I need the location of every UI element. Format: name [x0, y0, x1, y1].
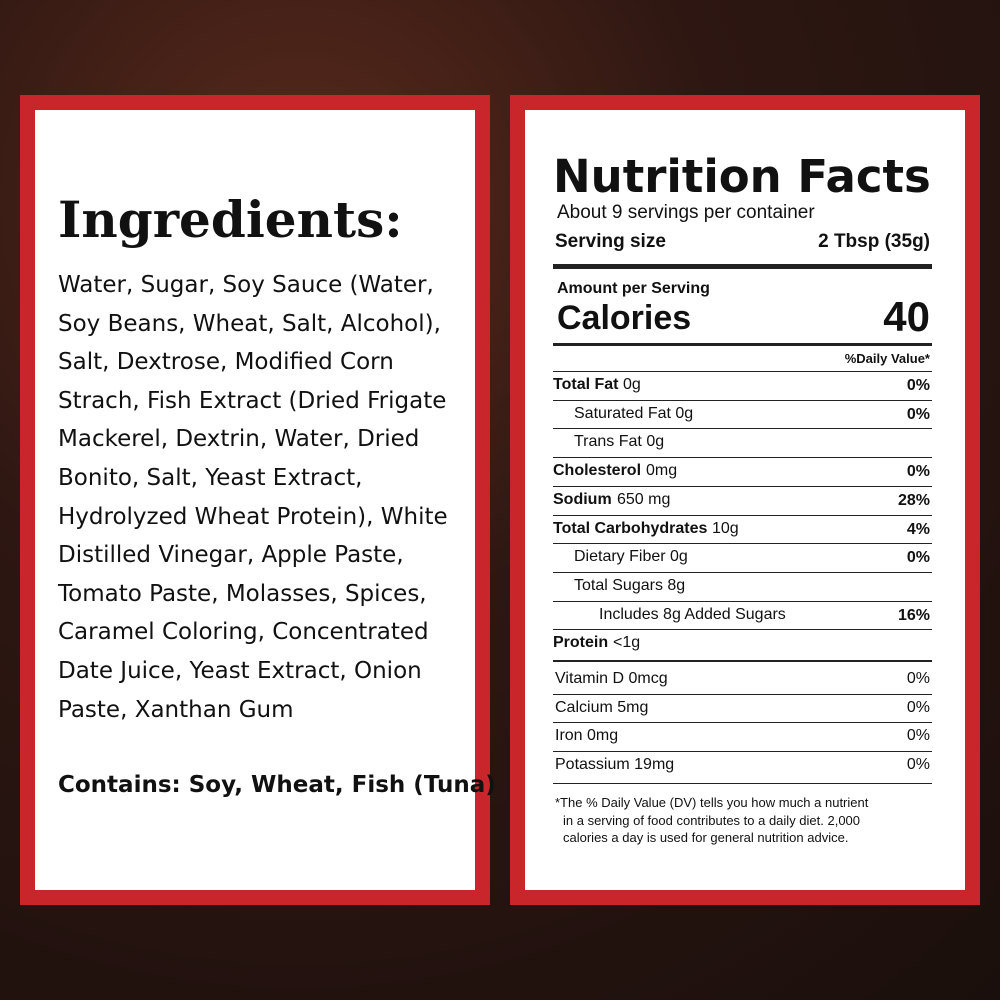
- rule: [553, 514, 932, 516]
- nutrient-dv: 0%: [906, 405, 930, 423]
- ingredients-line: Date Juice, Yeast Extract, Onion: [58, 658, 422, 684]
- rule: [553, 485, 932, 487]
- nutrient-dv: 0%: [906, 549, 930, 567]
- footnote: *The % Daily Value (DV) tells you how mu…: [555, 795, 869, 810]
- rule: [553, 543, 932, 545]
- serving-size: 2 Tbsp (35g): [818, 231, 930, 252]
- rule: [553, 660, 932, 662]
- ingredients-line: Caramel Coloring, Concentrated: [58, 619, 429, 646]
- nutrient-name: Saturated Fat 0g: [574, 404, 694, 422]
- vitamin-name: Potassium 19mg: [555, 756, 675, 774]
- vitamin-dv: 0%: [906, 727, 930, 745]
- nutrient-dv: 28%: [897, 491, 930, 509]
- vitamin-name: Vitamin D 0mcg: [555, 670, 668, 687]
- calories-label: Calories: [557, 299, 692, 337]
- nutrient-name: Includes 8g Added Sugars: [599, 605, 786, 623]
- ingredients-line: Water, Sugar, Soy Sauce (Water,: [58, 272, 434, 298]
- rule: [553, 264, 932, 269]
- vitamin-dv: 0%: [906, 670, 930, 687]
- vitamin-dv: 0%: [906, 698, 930, 716]
- nutrient-dv: 4%: [906, 520, 930, 538]
- vitamin-name: Iron 0mg: [555, 727, 619, 745]
- nutrient-name: Total Sugars 8g: [574, 576, 686, 594]
- nutrient-amount: 0mg: [646, 462, 678, 480]
- dv-header: %Daily Value*: [844, 351, 930, 366]
- ingredients-line: Hydrolyzed Wheat Protein), White: [58, 503, 448, 530]
- amount-per-serving: Amount per Serving: [557, 280, 710, 297]
- nutrient-amount: <1g: [613, 634, 641, 652]
- nutrient-amount: 650 mg: [617, 490, 671, 508]
- calories-value: 40: [883, 293, 930, 340]
- nutrient-amount: 10g: [712, 519, 739, 537]
- rule: [553, 371, 932, 372]
- rule: [553, 399, 932, 401]
- vitamin-dv: 0%: [906, 756, 930, 774]
- allergen-statement: Contains: Soy, Wheat, Fish (Tuna): [58, 772, 496, 798]
- rule: [553, 600, 932, 602]
- serving-size-label: Serving size: [555, 231, 666, 252]
- ingredients-line: Distilled Vinegar, Apple Paste,: [58, 542, 404, 569]
- rule: [553, 751, 932, 753]
- nutrition-title: Nutrition Facts: [553, 150, 931, 203]
- rule: [553, 722, 932, 724]
- ingredients-line: Strach, Fish Extract (Dried Frigate: [58, 387, 447, 414]
- nutrient-name: Cholesterol: [553, 462, 642, 480]
- footnote: calories a day is used for general nutri…: [563, 830, 849, 845]
- nutrient-amount: 0g: [623, 376, 641, 393]
- ingredients-line: Paste, Xanthan Gum: [58, 696, 294, 723]
- nutrient-name: Sodium: [553, 490, 612, 508]
- ingredients-line: Mackerel, Dextrin, Water, Dried: [58, 426, 420, 453]
- rule: [553, 457, 932, 459]
- ingredients-panel: [35, 110, 475, 890]
- rule: [553, 343, 932, 346]
- nutrient-name: Trans Fat 0g: [574, 433, 665, 451]
- footnote: in a serving of food contributes to a da…: [563, 812, 861, 828]
- rule: [553, 693, 932, 695]
- nutrient-name: Dietary Fiber 0g: [574, 548, 688, 566]
- rule: [553, 428, 932, 430]
- ingredients-title: Ingredients:: [58, 190, 403, 249]
- servings: About 9 servings per container: [557, 202, 815, 223]
- nutrient-dv: 0%: [906, 463, 930, 481]
- nutrient-dv: 0%: [906, 377, 930, 394]
- ingredients-line: Salt, Dextrose, Modified Corn: [58, 349, 394, 376]
- rule: [553, 571, 932, 573]
- ingredients-line: Tomato Paste, Molasses, Spices,: [58, 580, 427, 607]
- nutrient-name: Protein: [553, 634, 609, 652]
- ingredients-line: Bonito, Salt, Yeast Extract,: [58, 465, 363, 491]
- rule: [553, 629, 932, 631]
- nutrition-panel: [525, 110, 965, 890]
- nutrient-dv: 16%: [897, 606, 930, 624]
- vitamin-name: Calcium 5mg: [555, 698, 649, 716]
- ingredients-line: Soy Beans, Wheat, Salt, Alcohol),: [58, 310, 441, 337]
- nutrient-name: Total Carbohydrates: [553, 519, 708, 537]
- rule: [553, 783, 932, 784]
- nutrient-name: Total Fat: [553, 376, 619, 393]
